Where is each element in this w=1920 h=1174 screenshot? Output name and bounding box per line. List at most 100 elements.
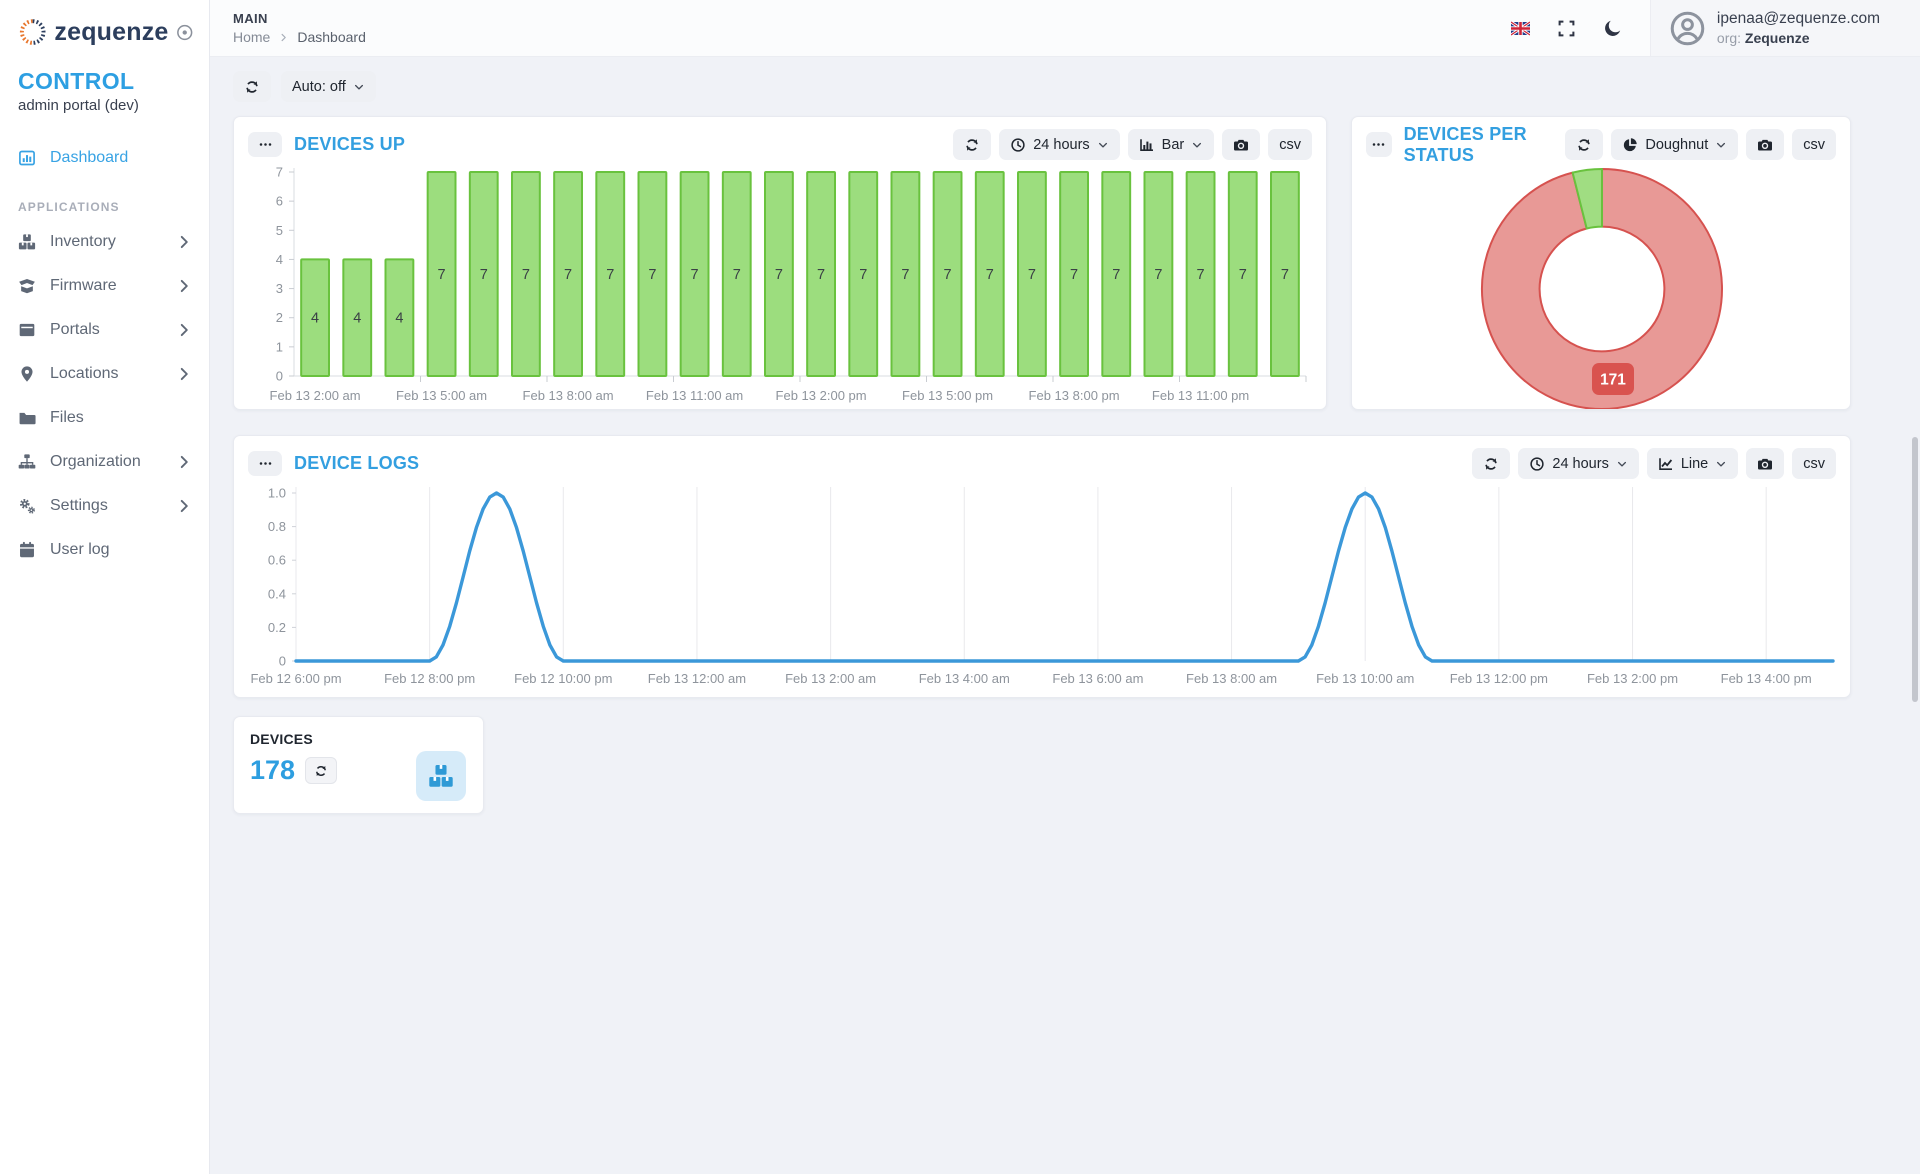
- svg-text:3: 3: [276, 281, 283, 296]
- sidebar-item-user-log[interactable]: User log: [18, 528, 193, 572]
- svg-text:Feb 13 12:00 pm: Feb 13 12:00 pm: [1450, 671, 1548, 686]
- chart-bar-icon: [18, 149, 36, 167]
- svg-text:7: 7: [817, 267, 825, 283]
- chevron-down-icon: [1097, 139, 1109, 151]
- panel-devices-up: DEVICES UP 24 hours Bar csv 0 1 2 3 4 5 6 7 4 4 4 7…: [233, 116, 1327, 410]
- svg-text:7: 7: [1070, 267, 1078, 283]
- panel-devices-per-status: DEVICES PER STATUS Doughnut csv 171: [1351, 116, 1851, 410]
- range-dropdown[interactable]: 24 hours: [999, 129, 1120, 160]
- sidebar-item-firmware[interactable]: Firmware: [18, 264, 193, 308]
- panel-menu-button[interactable]: [248, 132, 282, 157]
- svg-text:171: 171: [1600, 372, 1626, 389]
- refresh-icon: [1483, 456, 1499, 472]
- language-button[interactable]: [1498, 0, 1544, 56]
- svg-text:7: 7: [276, 165, 283, 180]
- sidebar-item-files[interactable]: Files: [18, 396, 193, 440]
- dark-mode-button[interactable]: [1590, 0, 1636, 56]
- breadcrumb-section: MAIN: [233, 11, 268, 26]
- svg-text:7: 7: [564, 267, 572, 283]
- svg-text:Feb 13 2:00 am: Feb 13 2:00 am: [785, 671, 876, 686]
- chevron-right-icon: [278, 32, 289, 43]
- sidebar-item-label: User log: [50, 541, 110, 558]
- camera-icon: [1233, 137, 1249, 153]
- sidebar-item-locations[interactable]: Locations: [18, 352, 193, 396]
- refresh-button[interactable]: [233, 71, 271, 102]
- sidebar-section-label: APPLICATIONS: [18, 200, 120, 214]
- calendar-icon: [18, 541, 36, 559]
- svg-text:0.6: 0.6: [268, 553, 286, 568]
- chevron-right-icon: [175, 497, 193, 515]
- user-circle-icon: [1669, 10, 1706, 47]
- refresh-icon: [1576, 137, 1592, 153]
- sidebar-item-inventory[interactable]: Inventory: [18, 220, 193, 264]
- snapshot-button[interactable]: [1222, 129, 1261, 160]
- svg-text:Feb 13 11:00 pm: Feb 13 11:00 pm: [1152, 388, 1249, 403]
- svg-text:7: 7: [1239, 267, 1247, 283]
- chevron-right-icon: [175, 277, 193, 295]
- svg-text:Feb 12 8:00 pm: Feb 12 8:00 pm: [384, 671, 475, 686]
- chart-type-dropdown[interactable]: Doughnut: [1611, 129, 1739, 160]
- expand-icon: [1557, 19, 1576, 38]
- chevron-down-icon: [1191, 139, 1203, 151]
- snapshot-button[interactable]: [1746, 129, 1785, 160]
- refresh-button[interactable]: [1565, 129, 1604, 160]
- user-menu[interactable]: ipenaa@zequenze.com org: Zequenze: [1649, 0, 1920, 56]
- chart-line-icon: [1658, 456, 1674, 472]
- csv-export-button[interactable]: csv: [1792, 129, 1836, 160]
- panel-menu-button[interactable]: [248, 451, 282, 476]
- sidebar-item-dashboard[interactable]: Dashboard: [18, 136, 193, 180]
- svg-text:4: 4: [276, 252, 283, 267]
- sidebar-item-label: Dashboard: [50, 149, 129, 166]
- snapshot-button[interactable]: [1746, 448, 1785, 479]
- boxes-icon: [18, 233, 36, 251]
- csv-export-button[interactable]: csv: [1792, 448, 1836, 479]
- panel-title: DEVICES UP: [294, 134, 406, 154]
- refresh-button[interactable]: [305, 757, 338, 784]
- boxes-icon: [428, 763, 454, 789]
- sidebar-item-label: Inventory: [50, 233, 116, 250]
- scrollbar-thumb[interactable]: [1912, 437, 1918, 702]
- topbar: MAIN Home Dashboard ipenaa@zequenze.com …: [210, 0, 1920, 57]
- ellipsis-icon: [258, 137, 273, 152]
- chart-type-dropdown[interactable]: Bar: [1127, 129, 1215, 160]
- refresh-button[interactable]: [953, 129, 992, 160]
- svg-text:7: 7: [901, 267, 909, 283]
- auto-refresh-dropdown[interactable]: Auto: off: [281, 71, 376, 102]
- svg-text:Feb 13 2:00 pm: Feb 13 2:00 pm: [776, 388, 867, 403]
- ellipsis-icon: [258, 456, 273, 471]
- range-dropdown[interactable]: 24 hours: [1518, 448, 1639, 479]
- svg-text:Feb 13 4:00 am: Feb 13 4:00 am: [919, 671, 1010, 686]
- refresh-icon: [314, 764, 328, 778]
- sidebar-item-organization[interactable]: Organization: [18, 440, 193, 484]
- svg-text:7: 7: [859, 267, 867, 283]
- svg-text:7: 7: [480, 267, 488, 283]
- chevron-right-icon: [175, 233, 193, 251]
- svg-text:7: 7: [438, 267, 446, 283]
- panel-title: DEVICE LOGS: [294, 453, 420, 473]
- sidebar-collapse-toggle[interactable]: [176, 23, 193, 42]
- sidebar-item-label: Locations: [50, 365, 119, 382]
- sidebar-item-settings[interactable]: Settings: [18, 484, 193, 528]
- devices-up-bar-chart: 0 1 2 3 4 5 6 7 4 4 4 7 7 7 7 7 7 7 7 7 7 7 7 7 7 7 7 7 7 7 7 7 Feb 13 2…: [270, 165, 1307, 403]
- svg-text:Feb 13 8:00 am: Feb 13 8:00 am: [523, 388, 614, 403]
- breadcrumb: MAIN Home Dashboard: [210, 11, 366, 45]
- chevron-right-icon: [175, 321, 193, 339]
- breadcrumb-home[interactable]: Home: [233, 29, 271, 45]
- sitemap-icon: [18, 453, 36, 471]
- sidebar-item-portals[interactable]: Portals: [18, 308, 193, 352]
- box-open-icon: [18, 277, 36, 295]
- svg-text:Feb 13 5:00 am: Feb 13 5:00 am: [396, 388, 487, 403]
- sidebar-item-label: Settings: [50, 497, 108, 514]
- auto-refresh-label: Auto: off: [292, 78, 346, 95]
- fullscreen-button[interactable]: [1544, 0, 1590, 56]
- product-subtitle: admin portal (dev): [18, 97, 139, 114]
- svg-text:1: 1: [276, 339, 283, 354]
- svg-text:7: 7: [606, 267, 614, 283]
- svg-text:0.4: 0.4: [268, 586, 286, 601]
- chart-type-dropdown[interactable]: Line: [1646, 448, 1739, 479]
- panel-menu-button[interactable]: [1366, 132, 1392, 157]
- refresh-button[interactable]: [1472, 448, 1511, 479]
- csv-export-button[interactable]: csv: [1268, 129, 1312, 160]
- svg-text:7: 7: [1154, 267, 1162, 283]
- svg-text:Feb 13 5:00 pm: Feb 13 5:00 pm: [902, 388, 993, 403]
